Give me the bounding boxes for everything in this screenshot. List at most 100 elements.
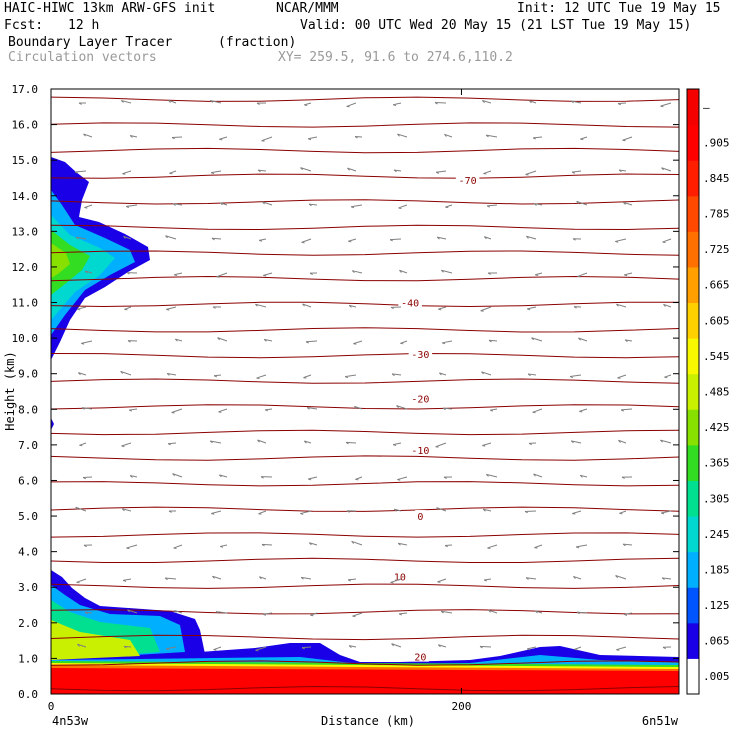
- vector-head: [525, 173, 529, 176]
- vector-head: [300, 577, 304, 580]
- vector-head: [624, 339, 628, 343]
- vector-head: [489, 409, 494, 412]
- temperature-isotherm: [51, 301, 679, 308]
- isotherm-label: -30: [411, 350, 429, 361]
- vector-head: [661, 577, 665, 581]
- circulation-vector: [220, 202, 228, 206]
- vector-head: [437, 581, 441, 583]
- vector-head: [300, 513, 304, 515]
- circulation-vector: [576, 611, 588, 614]
- circulation-vector: [76, 236, 87, 240]
- colorbar-swatch: [687, 516, 699, 553]
- temperature-isotherm: [51, 609, 679, 615]
- vector-head: [78, 102, 82, 105]
- vector-head: [350, 206, 355, 209]
- y-tick-label: 6.0: [18, 474, 38, 487]
- vector-head: [127, 609, 130, 613]
- vector-head: [615, 240, 619, 243]
- vector-head: [442, 407, 446, 411]
- circulation-vector: [662, 577, 672, 580]
- circulation-vector: [303, 374, 312, 379]
- vector-head: [84, 207, 88, 209]
- vector-head: [441, 269, 444, 273]
- circulation-vector: [527, 646, 537, 650]
- circulation-vector: [578, 337, 588, 342]
- colorbar-swatch: [687, 373, 699, 410]
- circulation-vector: [301, 646, 312, 649]
- circulation-vector: [488, 339, 498, 342]
- vector-head: [84, 611, 88, 615]
- temperature-isotherm: [51, 275, 679, 282]
- vector-head: [302, 303, 305, 307]
- vector-head: [220, 202, 223, 206]
- vector-head: [391, 643, 394, 647]
- vector-head: [482, 445, 486, 447]
- circulation-vector: [623, 201, 633, 206]
- vector-head: [81, 407, 85, 410]
- circulation-vector: [347, 578, 357, 581]
- temperature-contours: -70 -40 -30 -20 -10 0 10 20: [51, 96, 679, 692]
- vector-head: [444, 134, 447, 137]
- y-tick-label: 15.0: [12, 154, 39, 167]
- vector-head: [534, 610, 538, 614]
- circulation-vector: [529, 100, 537, 104]
- circulation-vector: [571, 440, 582, 444]
- circulation-vector: [219, 474, 228, 478]
- circulation-vector: [257, 169, 267, 172]
- circulation-vector: [212, 575, 222, 580]
- overlay-name: Circulation vectors: [8, 50, 157, 65]
- temperature-isotherm: [51, 250, 679, 256]
- circulation-vector: [78, 372, 87, 376]
- circulation-vector: [171, 408, 183, 413]
- vector-head: [482, 508, 486, 512]
- circulation-vector: [126, 544, 138, 549]
- circulation-vector: [617, 374, 627, 379]
- circulation-vector: [75, 506, 87, 512]
- circulation-vector: [571, 100, 582, 104]
- isotherm-label-bg: [408, 392, 433, 404]
- circulation-vector: [619, 510, 627, 514]
- circulation-vector: [308, 136, 318, 140]
- tracer-edge-blob: [51, 418, 54, 430]
- circulation-vector: [533, 473, 543, 478]
- vector-head: [75, 236, 79, 240]
- isotherm-label-bg: [455, 173, 480, 185]
- colorbar-label: .185: [703, 563, 730, 576]
- colorbar-swatch: [687, 409, 699, 446]
- y-tick-label: 13.0: [12, 225, 39, 238]
- circulation-vector: [572, 510, 582, 514]
- vector-head: [347, 579, 352, 582]
- circulation-vector: [77, 306, 87, 310]
- circulation-vector: [479, 645, 492, 648]
- vector-head: [78, 372, 81, 376]
- vector-head: [445, 206, 449, 209]
- vector-head: [488, 339, 492, 343]
- vector-head: [527, 648, 531, 651]
- vector-head: [618, 169, 622, 173]
- temperature-isotherm: [51, 455, 679, 461]
- vector-head: [306, 407, 310, 410]
- field-name: Boundary Layer Tracer: [8, 35, 173, 50]
- colorbar-label: .785: [703, 208, 730, 221]
- circulation-vector: [123, 578, 132, 581]
- circulation-vector: [122, 170, 132, 175]
- vector-head: [348, 240, 352, 243]
- vector-head: [310, 614, 314, 617]
- circulation-vector: [487, 544, 498, 549]
- vector-head: [528, 442, 532, 446]
- vector-head: [77, 308, 81, 311]
- vector-head: [486, 205, 490, 208]
- circulation-vector: [398, 204, 408, 209]
- circulation-vector: [121, 442, 132, 447]
- circulation-vector: [437, 578, 447, 583]
- circulation-vector: [347, 167, 357, 172]
- vector-head: [348, 305, 352, 308]
- colorbar-label: .545: [703, 350, 730, 363]
- temperature-isotherm: [51, 429, 679, 436]
- vector-head: [213, 375, 217, 378]
- circulation-vector: [166, 646, 177, 650]
- circulation-vector: [441, 269, 453, 274]
- vector-head: [532, 137, 536, 140]
- vector-head: [570, 440, 574, 444]
- circulation-vector: [346, 102, 357, 107]
